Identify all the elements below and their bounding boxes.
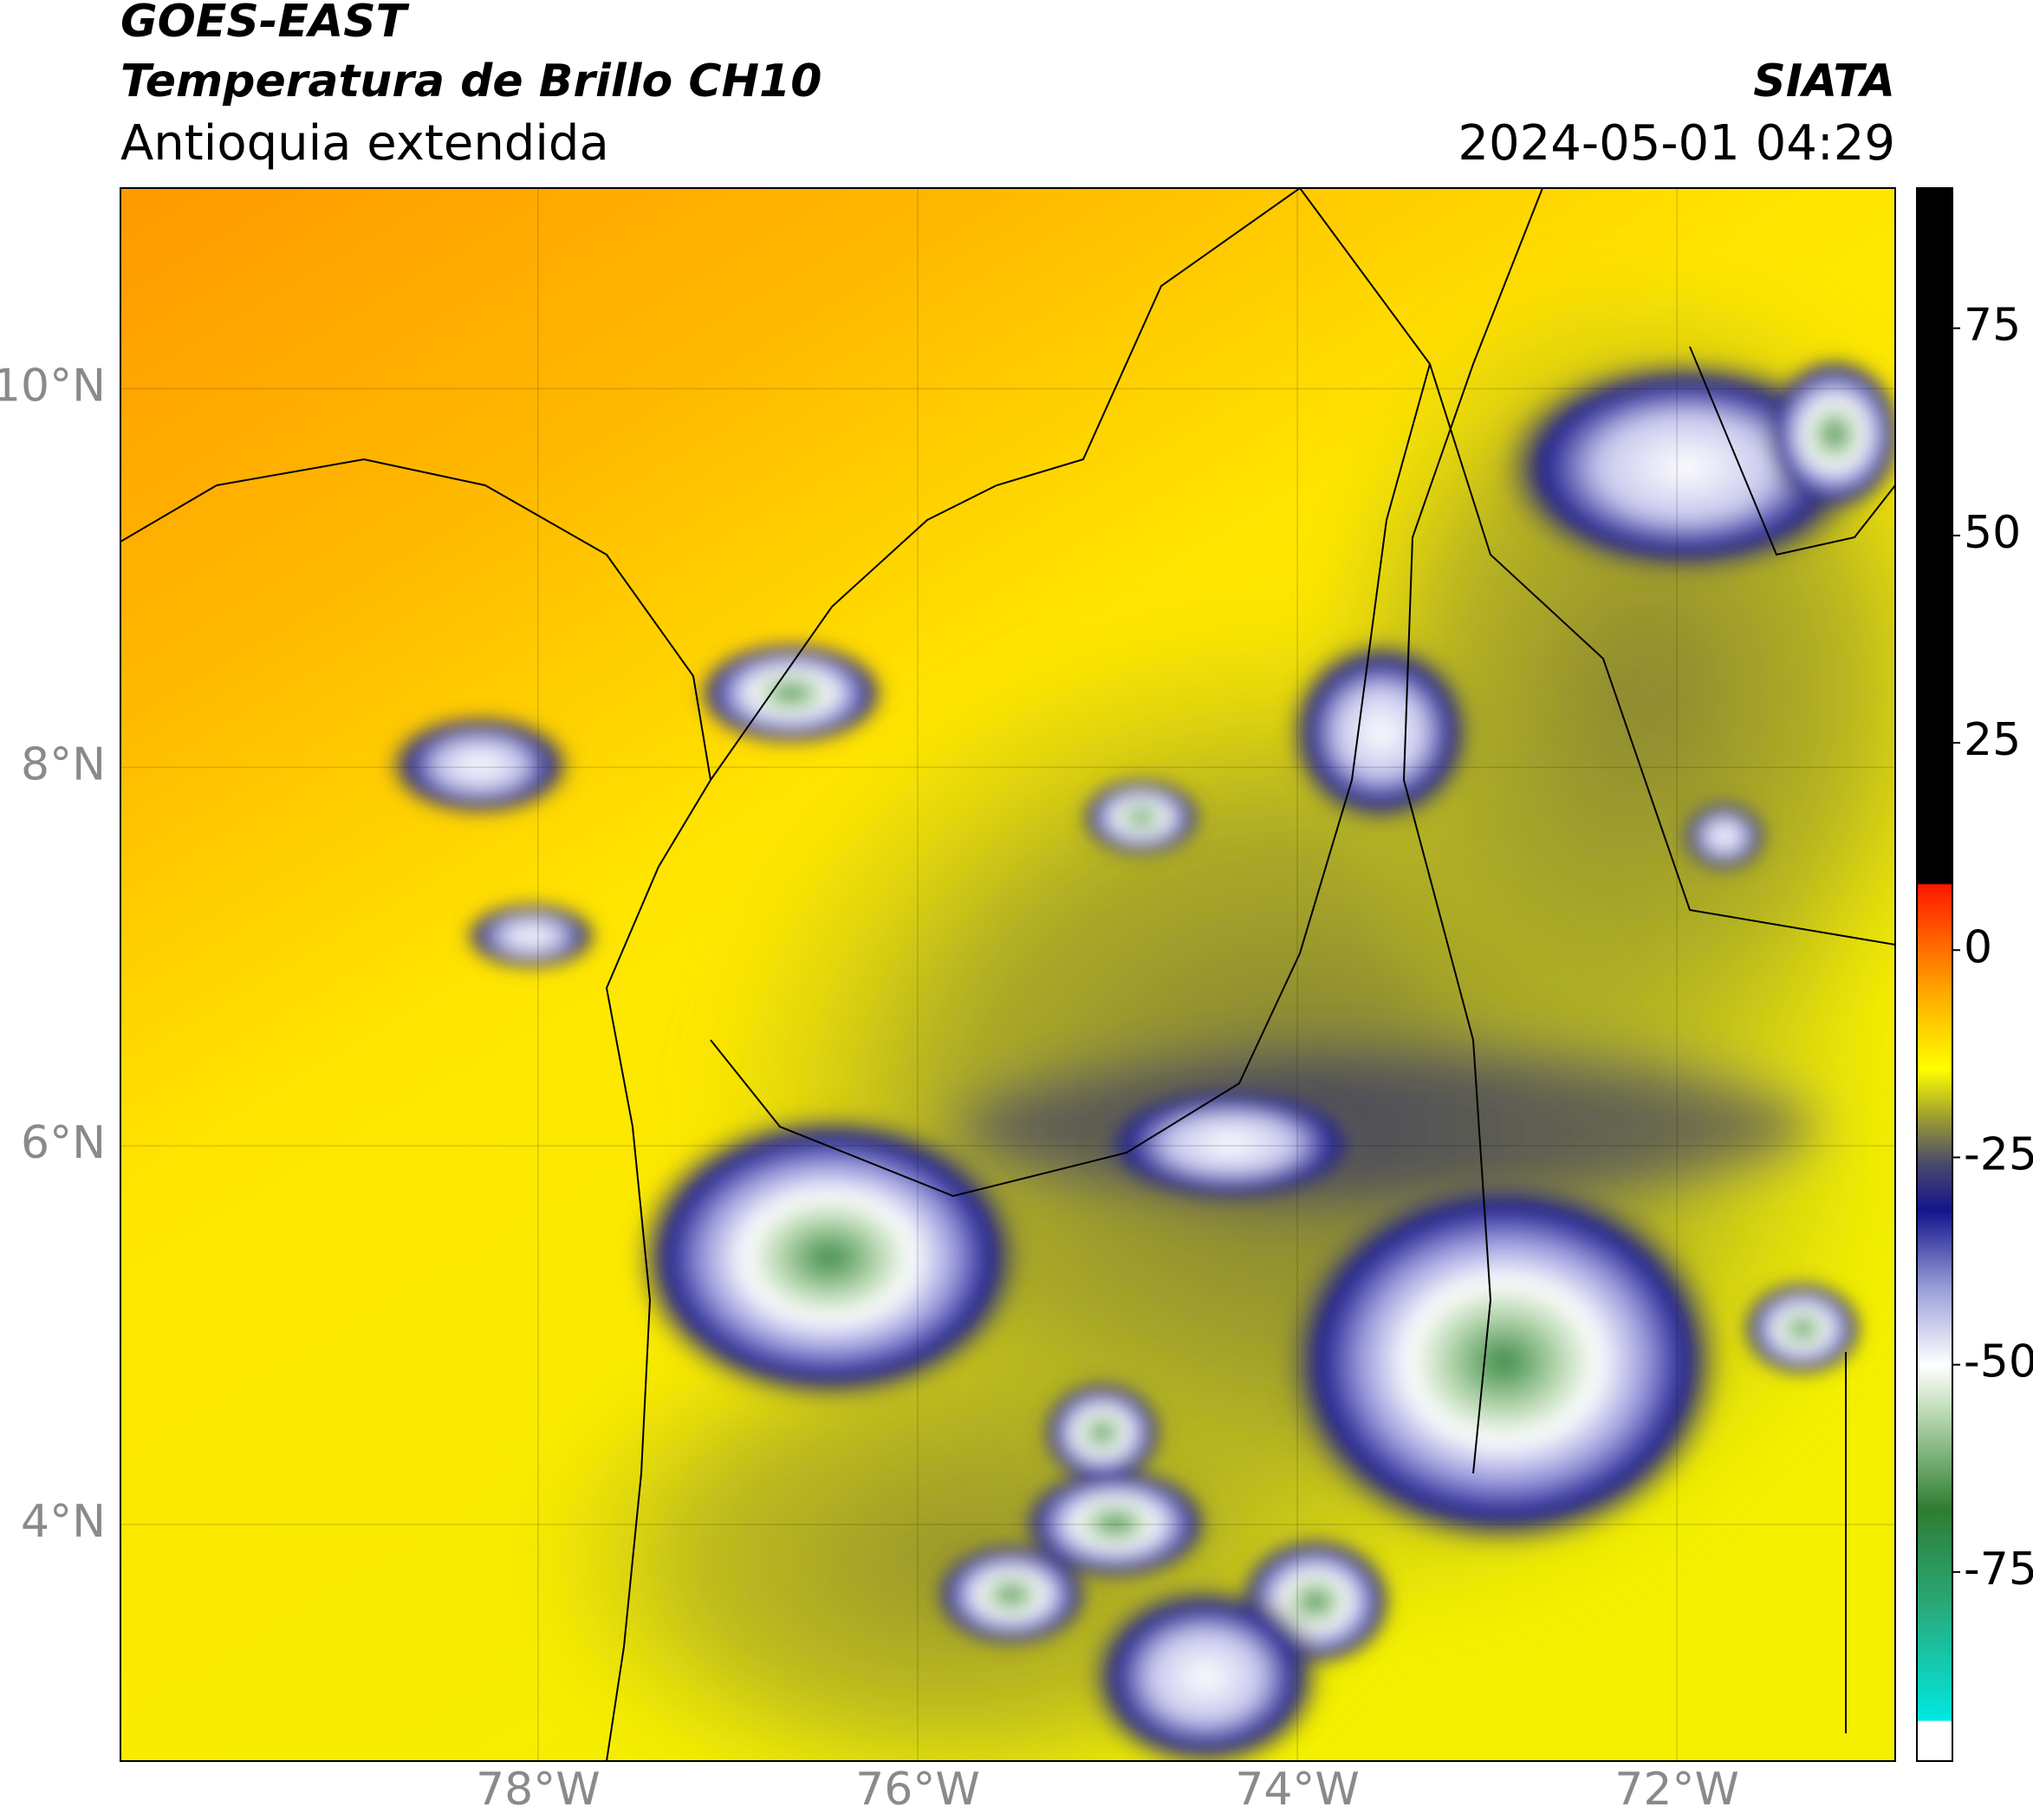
region: Antioquia extendida: [120, 115, 609, 172]
colorbar-label: 50: [1964, 507, 2021, 559]
x-tick-label: 76°W: [855, 1764, 980, 1816]
colorbar-label: -25: [1964, 1128, 2033, 1180]
x-tick-label: 78°W: [476, 1764, 601, 1816]
colorbar-label: 75: [1964, 300, 2021, 352]
datetime: 2024-05-01 04:29: [1458, 115, 1895, 172]
title: GOES-EAST: [120, 0, 410, 48]
colorbar-label: -75: [1964, 1544, 2033, 1596]
x-tick-label: 72°W: [1614, 1764, 1739, 1816]
colorbar-label: -50: [1964, 1336, 2033, 1388]
source: SIATA: [1753, 55, 1895, 107]
subtitle: Temperatura de Brillo CH10: [120, 55, 822, 107]
x-tick-label: 74°W: [1235, 1764, 1360, 1816]
map-area: [120, 188, 1895, 1761]
colorbar-label: 25: [1964, 714, 2021, 766]
y-tick-label: 6°N: [21, 1117, 106, 1169]
colorbar-label: 0: [1964, 921, 1992, 973]
colorbar: [1916, 187, 1953, 1762]
borders: [120, 188, 1895, 1761]
y-tick-label: 8°N: [21, 738, 106, 790]
clouds: [385, 354, 1895, 1761]
y-tick-label: 4°N: [21, 1496, 106, 1548]
map-frame: [120, 187, 1896, 1762]
y-tick-label: 10°N: [0, 361, 106, 413]
